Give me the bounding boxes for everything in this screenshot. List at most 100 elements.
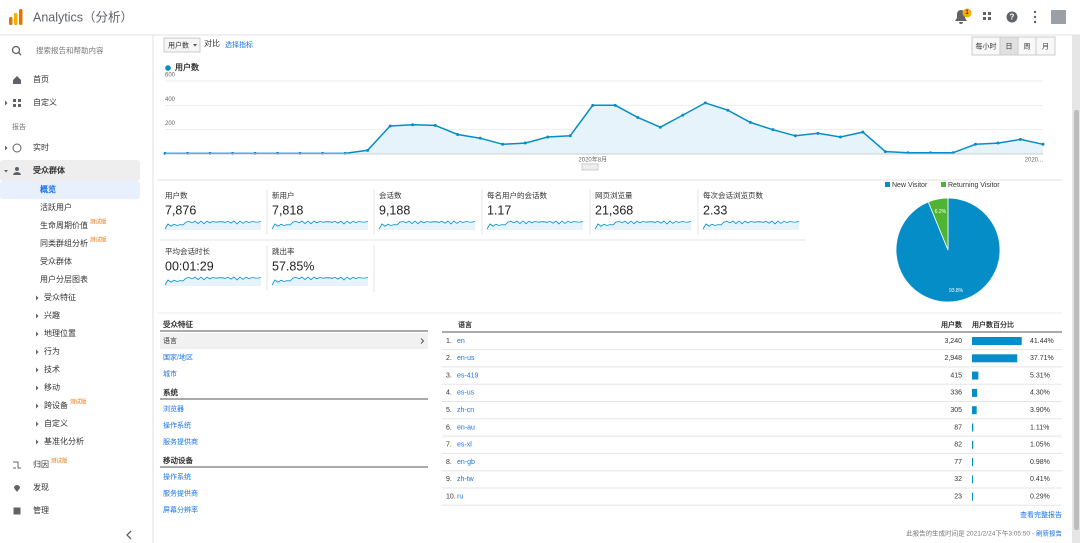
nav-sub-item[interactable]: 用户分层图表 [40, 274, 88, 284]
nav-sub-item[interactable]: 同类群组分析 [40, 238, 88, 248]
scroll-thumb[interactable] [1074, 110, 1079, 530]
point[interactable] [1018, 137, 1022, 141]
dimension-link[interactable]: 国家/地区 [163, 353, 193, 362]
point[interactable] [816, 131, 820, 135]
point[interactable] [433, 123, 437, 127]
nav-item[interactable]: 管理 [33, 505, 49, 515]
nav-sub-item[interactable]: 受众特征 [44, 292, 76, 302]
language-link[interactable]: en-au [457, 424, 475, 431]
point[interactable] [591, 103, 595, 107]
granularity-label: 周 [1024, 42, 1031, 50]
point[interactable] [501, 142, 505, 146]
nav-item[interactable]: 受众群体 [33, 165, 66, 175]
nav-sub-item[interactable]: 地理位置 [44, 328, 76, 338]
point[interactable] [478, 136, 482, 140]
refresh-link[interactable]: 刷新报告 [1036, 529, 1063, 538]
nav-item[interactable]: 归因 [33, 459, 49, 469]
language-link[interactable]: es-xl [457, 442, 472, 449]
expand-arrow[interactable] [36, 421, 39, 427]
point[interactable] [1041, 142, 1045, 146]
point[interactable] [636, 116, 640, 119]
language-link[interactable]: ru [457, 494, 463, 501]
users: 87 [954, 424, 962, 431]
expand-arrow[interactable] [36, 367, 39, 373]
expand-arrow[interactable] [36, 331, 39, 337]
point[interactable] [681, 113, 685, 117]
nav-sub-item[interactable]: 受众群体 [40, 256, 72, 266]
expand-arrow[interactable] [36, 313, 39, 319]
avatar[interactable] [1051, 10, 1066, 24]
point[interactable] [726, 108, 730, 112]
point[interactable] [613, 103, 617, 107]
language-link[interactable]: zh-tw [457, 476, 475, 483]
point[interactable] [861, 130, 865, 134]
point[interactable] [523, 141, 527, 145]
expand-arrow[interactable] [36, 295, 39, 301]
expand-arrow[interactable] [5, 100, 8, 106]
nav-sub-item[interactable]: 行为 [44, 346, 60, 356]
expand-arrow[interactable] [36, 385, 39, 391]
dimension-link[interactable]: 服务提供商 [163, 489, 198, 498]
point[interactable] [973, 142, 977, 146]
search-box[interactable]: 搜索报告和帮助内容 [36, 45, 104, 55]
point[interactable] [793, 134, 797, 138]
full-report-link[interactable]: 查看完整报告 [1020, 510, 1062, 519]
expand-arrow[interactable] [4, 170, 8, 173]
nav-sub-item[interactable]: 跨设备 [44, 400, 68, 410]
point[interactable] [546, 135, 550, 139]
nav-item[interactable]: 首页 [33, 74, 49, 84]
granularity-button[interactable] [1035, 36, 1056, 56]
language-link[interactable]: es-419 [457, 372, 479, 379]
dropdown-caret [193, 44, 197, 47]
dimension-link[interactable]: 服务提供商 [163, 437, 198, 446]
expand-arrow[interactable] [36, 403, 39, 409]
dimension-link[interactable]: 城市 [163, 369, 177, 378]
nav-sub-item[interactable]: 兴趣 [44, 310, 60, 320]
point[interactable] [996, 141, 1000, 145]
nav-sub-item[interactable]: 自定义 [44, 418, 68, 428]
point[interactable] [658, 125, 662, 129]
expand-arrow[interactable] [36, 349, 39, 355]
nav-sub-item[interactable]: 技术 [44, 364, 60, 374]
nav-item[interactable]: 发现 [33, 482, 49, 492]
point[interactable] [456, 133, 460, 137]
nav-sub-item[interactable]: 移动 [44, 382, 60, 392]
point[interactable] [366, 148, 370, 152]
select-metric-link[interactable]: 选择指标 [225, 40, 253, 49]
language-link[interactable]: en [457, 338, 465, 345]
dimension-link[interactable]: 操作系统 [163, 472, 191, 481]
point[interactable] [838, 135, 842, 139]
pie-slice[interactable] [927, 197, 949, 251]
language-link[interactable]: zh-cn [457, 407, 474, 414]
dimension-link[interactable]: 浏览器 [163, 404, 184, 413]
dimension-link[interactable]: 语言 [163, 336, 177, 345]
apps-icon[interactable] [983, 12, 991, 20]
nav-item[interactable]: 实时 [33, 142, 49, 152]
dimension-link[interactable]: 操作系统 [163, 421, 191, 430]
point[interactable] [771, 128, 775, 132]
nav-sub-item[interactable]: 概览 [40, 184, 56, 194]
more-icon[interactable] [1033, 10, 1037, 24]
nav-item[interactable]: 自定义 [33, 97, 57, 107]
point[interactable] [883, 150, 887, 154]
expand-arrow[interactable] [36, 439, 39, 445]
collapse-button[interactable] [126, 530, 132, 540]
language-link[interactable]: en-gb [457, 459, 475, 466]
nav-sub-item[interactable]: 活跃用户 [40, 202, 72, 212]
section-title: 受众特征 [163, 319, 193, 329]
point[interactable] [703, 101, 707, 105]
point[interactable] [411, 123, 415, 127]
language-link[interactable]: en-us [457, 355, 475, 362]
point[interactable] [568, 134, 572, 138]
metric-dropdown-label[interactable]: 用户数 [168, 40, 189, 49]
point[interactable] [748, 120, 752, 124]
chart-resize-handle[interactable] [581, 163, 599, 171]
dimension-link[interactable]: 屏幕分辨率 [163, 505, 198, 514]
point[interactable] [388, 124, 392, 128]
metric-dropdown[interactable] [163, 37, 201, 53]
help-icon[interactable] [1006, 11, 1018, 23]
nav-sub-item[interactable]: 生命周期价值 [40, 220, 88, 230]
language-link[interactable]: es-us [457, 390, 475, 397]
expand-arrow[interactable] [5, 145, 8, 151]
nav-sub-item[interactable]: 基准化分析 [44, 436, 84, 446]
